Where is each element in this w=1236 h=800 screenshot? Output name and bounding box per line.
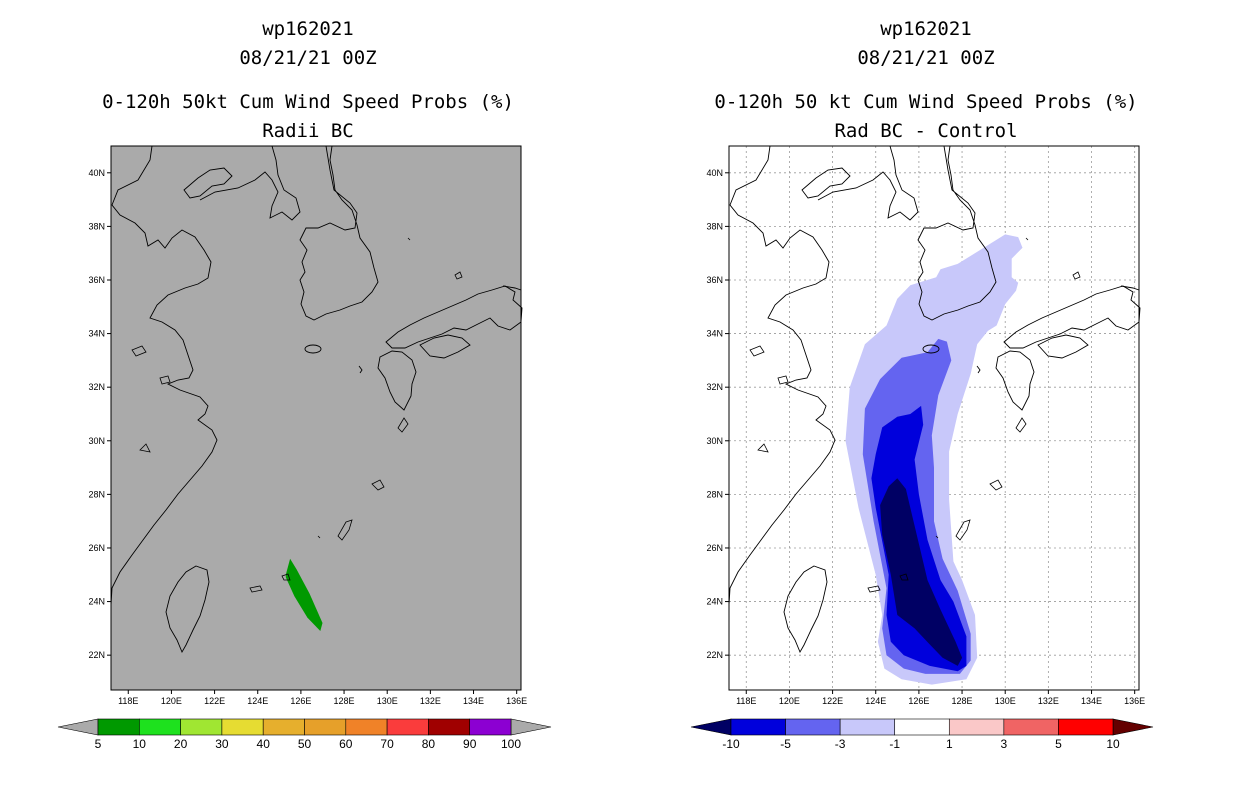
y-tick-label: 38N <box>88 221 105 231</box>
prob-region-1 <box>285 558 323 631</box>
x-tick-label: 126E <box>908 696 929 706</box>
x-tick-label: 128E <box>334 696 355 706</box>
colorbar-label: 5 <box>1055 737 1062 751</box>
colorbar-segment <box>221 718 264 736</box>
colorbar-label: 3 <box>1001 737 1008 751</box>
right-map-frame <box>728 145 1140 691</box>
x-tick-label: 136E <box>506 696 527 706</box>
left-map-panel: 118E 120E 122E 124E 126E 128E 130E 132E 134E 136E… <box>88 145 527 706</box>
colorbar-label: 30 <box>215 737 229 751</box>
x-tick-label: 128E <box>952 696 973 706</box>
y-tick-label: 26N <box>706 543 723 553</box>
y-tick-label: 36N <box>706 275 723 285</box>
colorbar-segment <box>839 718 896 736</box>
right-map-panel: 118E 120E 122E 124E 126E 128E 130E 132E 134E 136E… <box>706 145 1145 706</box>
x-tick-label: 124E <box>865 696 886 706</box>
colorbar-label: 90 <box>463 737 477 751</box>
colorbar-segment <box>785 718 841 736</box>
colorbar-segment <box>469 718 512 736</box>
left-title-storm-id: wp162021 <box>262 18 354 40</box>
colorbar-segment <box>730 718 786 736</box>
left-title-product: 0-120h 50kt Cum Wind Speed Probs (%) <box>102 91 514 113</box>
right-title-storm-id: wp162021 <box>880 18 972 40</box>
colorbar-segment <box>180 718 223 736</box>
colorbar-extend-high <box>510 718 552 736</box>
y-tick-label: 30N <box>88 436 105 446</box>
colorbar-label: -10 <box>722 737 740 751</box>
colorbar-segment <box>139 718 181 736</box>
y-tick-label: 38N <box>706 221 723 231</box>
left-title-experiment: Radii BC <box>262 120 354 142</box>
prob-region-4 <box>880 478 963 666</box>
left-map-frame <box>110 145 522 691</box>
x-tick-label: 124E <box>247 696 268 706</box>
x-tick-label: 122E <box>822 696 843 706</box>
x-tick-label: 132E <box>420 696 441 706</box>
colorbar-label: 10 <box>133 737 147 751</box>
colorbar-label: -5 <box>780 737 791 751</box>
y-tick-label: 24N <box>706 597 723 607</box>
colorbar-label: 60 <box>339 737 353 751</box>
y-tick-label: 24N <box>88 597 105 607</box>
x-tick-label: 130E <box>377 696 398 706</box>
left-title-date: 08/21/21 00Z <box>239 47 377 69</box>
y-tick-label: 28N <box>706 489 723 499</box>
colorbar-segment <box>1058 718 1114 736</box>
colorbar-label: 20 <box>174 737 188 751</box>
prob-region-3 <box>871 405 967 672</box>
colorbar-label: 1 <box>946 737 953 751</box>
colorbar-segment <box>345 718 388 736</box>
left-colorbar: 5 10 20 30 40 50 60 70 80 90 100 <box>57 718 552 751</box>
y-tick-label: 34N <box>88 329 105 339</box>
colorbar-segment <box>894 718 950 736</box>
y-tick-label: 28N <box>88 489 105 499</box>
y-tick-label: 40N <box>706 168 723 178</box>
y-tick-label: 32N <box>706 382 723 392</box>
x-tick-label: 134E <box>1081 696 1102 706</box>
right-title-product: 0-120h 50 kt Cum Wind Speed Probs (%) <box>714 91 1138 113</box>
right-title-experiment: Rad BC - Control <box>834 120 1018 142</box>
colorbar-label: 10 <box>1106 737 1120 751</box>
colorbar-extend-low <box>57 718 99 736</box>
right-title-date: 08/21/21 00Z <box>857 47 995 69</box>
y-tick-label: 30N <box>706 436 723 446</box>
colorbar-extend-low <box>690 718 732 736</box>
x-tick-label: 120E <box>161 696 182 706</box>
x-tick-label: 130E <box>995 696 1016 706</box>
colorbar-segment <box>97 718 140 736</box>
y-tick-label: 36N <box>88 275 105 285</box>
left-map-background <box>111 146 521 690</box>
y-tick-label: 32N <box>88 382 105 392</box>
colorbar-segment <box>386 718 429 736</box>
colorbar-label: -3 <box>835 737 846 751</box>
colorbar-segment <box>1003 718 1059 736</box>
colorbar-label: -1 <box>889 737 900 751</box>
colorbar-label: 70 <box>380 737 394 751</box>
x-tick-label: 118E <box>736 696 756 706</box>
colorbar-label: 80 <box>422 737 436 751</box>
x-tick-label: 134E <box>463 696 484 706</box>
colorbar-segment <box>428 718 470 736</box>
colorbar-label: 100 <box>501 737 521 751</box>
x-tick-label: 120E <box>779 696 800 706</box>
colorbar-label: 40 <box>257 737 271 751</box>
colorbar-segment <box>948 718 1005 736</box>
x-tick-label: 122E <box>204 696 225 706</box>
y-tick-label: 22N <box>706 650 723 660</box>
colorbar-segment <box>304 718 347 736</box>
colorbar-segment <box>262 718 305 736</box>
y-tick-label: 26N <box>88 543 105 553</box>
colorbar-label: 5 <box>95 737 102 751</box>
y-tick-label: 34N <box>706 329 723 339</box>
x-tick-label: 132E <box>1038 696 1059 706</box>
y-tick-label: 22N <box>88 650 105 660</box>
colorbar-extend-high <box>1112 718 1154 736</box>
right-colorbar: -10 -5 -3 -1 1 3 5 10 <box>690 718 1154 751</box>
y-tick-label: 40N <box>88 168 105 178</box>
x-tick-label: 118E <box>118 696 138 706</box>
colorbar-label: 50 <box>298 737 312 751</box>
x-tick-label: 126E <box>290 696 311 706</box>
x-tick-label: 136E <box>1124 696 1145 706</box>
